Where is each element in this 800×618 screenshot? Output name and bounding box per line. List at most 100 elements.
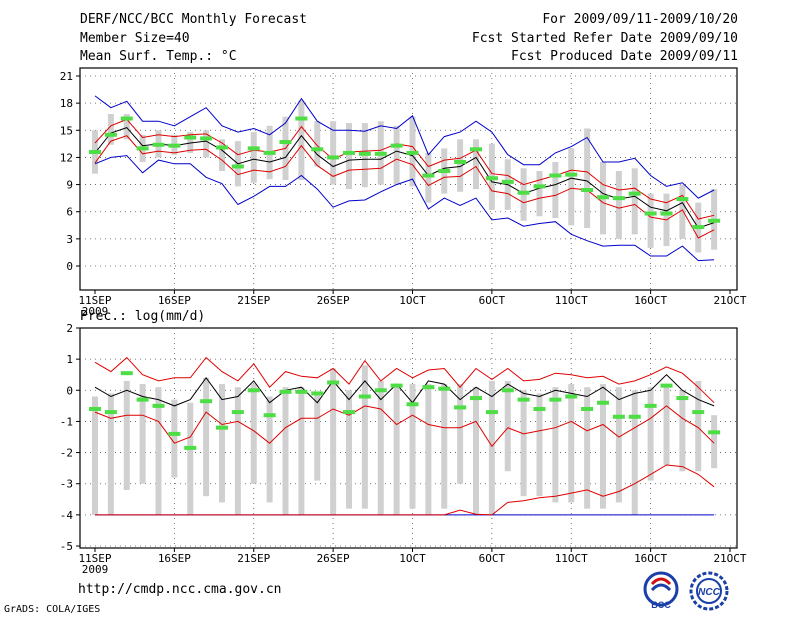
ensemble-bar — [266, 396, 273, 503]
x-tick-label: 16SEP — [158, 294, 191, 307]
ensemble-bar — [441, 384, 448, 509]
x-tick-label: 21SEP — [237, 552, 270, 565]
observation-marker — [311, 147, 324, 152]
y-tick-label: 6 — [66, 206, 73, 219]
ensemble-bar — [631, 168, 638, 235]
y-tick-label: -4 — [60, 509, 74, 522]
observation-marker — [152, 142, 165, 147]
x-tick-label: 11OCT — [555, 294, 588, 307]
ensemble-bar — [425, 384, 432, 515]
ensemble-bar — [92, 396, 98, 515]
ncc-logo-icon: NCC — [689, 571, 729, 611]
observation-marker — [644, 211, 657, 216]
ensemble-bar — [203, 377, 210, 497]
observation-marker — [406, 402, 419, 407]
observation-marker — [597, 195, 609, 200]
observation-marker — [549, 397, 562, 402]
y-tick-label: -3 — [60, 478, 73, 491]
observation-marker — [136, 397, 149, 402]
ensemble-bar — [473, 387, 479, 515]
observation-marker — [152, 403, 165, 408]
y-tick-label: -1 — [60, 415, 73, 428]
ensemble-bar — [711, 415, 718, 469]
observation-marker — [247, 146, 260, 151]
precipitation-panel: -5 -4 -3 -2 -1 0 1 2 11SEP 16SEP 21SEP 26SEP 1OCT 6OC… — [60, 309, 747, 576]
observation-marker — [692, 410, 705, 415]
observation-marker — [438, 169, 451, 173]
observation-marker — [231, 410, 244, 415]
y-tick-label: 0 — [66, 260, 73, 273]
y-tick-label: 15 — [60, 124, 73, 137]
ensemble-bar — [552, 161, 559, 219]
observation-marker — [89, 406, 101, 411]
lower-percentile-line — [94, 405, 715, 448]
ensemble-bar — [631, 390, 638, 515]
observation-marker — [597, 400, 609, 405]
observation-marker — [327, 155, 340, 160]
observation-marker — [343, 410, 355, 415]
x-tick-label: 1OCT — [399, 294, 426, 307]
ensemble-bar — [107, 114, 114, 145]
ensemble-bar — [123, 114, 130, 140]
observation-marker — [533, 184, 546, 189]
x-year-label: 2009 — [82, 305, 109, 318]
ensemble-bar — [536, 171, 543, 217]
observation-marker — [136, 146, 149, 151]
observation-marker — [406, 150, 419, 155]
ensemble-bar — [473, 139, 479, 190]
chart-title: DERF/NCC/BCC Monthly Forecast — [80, 12, 307, 27]
ensemble-bar — [314, 121, 321, 167]
observation-marker — [358, 394, 371, 399]
ensemble-bar — [346, 123, 352, 190]
observation-marker — [676, 396, 689, 401]
ensemble-bar — [330, 368, 337, 515]
ensemble-max-line — [94, 95, 715, 199]
observation-marker — [612, 414, 625, 419]
ensemble-bar — [219, 139, 225, 171]
ensemble-bar — [250, 132, 257, 183]
x-tick-label: 21OCT — [713, 552, 746, 565]
y-tick-label: 0 — [66, 384, 73, 397]
observation-marker — [295, 389, 308, 394]
ensemble-bar — [187, 402, 194, 515]
ensemble-bar — [107, 393, 114, 515]
bcc-logo-text: BCC — [651, 600, 671, 610]
observation-marker — [168, 143, 181, 148]
observation-marker — [231, 164, 244, 169]
observation-marker — [120, 116, 133, 121]
ensemble-bar — [584, 387, 591, 509]
observation-marker — [628, 414, 641, 419]
y-tick-label: 21 — [60, 70, 73, 83]
observation-marker — [279, 389, 292, 394]
ensemble-bar — [584, 128, 591, 228]
ensemble-bar — [536, 393, 543, 497]
website-url[interactable]: http://cmdp.ncc.cma.gov.cn — [78, 582, 282, 597]
member-size: Member Size=40 — [80, 31, 190, 46]
x-year-label: 2009 — [82, 563, 109, 576]
started-date: Fcst Started Refer Date 2009/09/10 — [471, 31, 738, 46]
x-tick-label: 16SEP — [158, 552, 191, 565]
ensemble-bar — [171, 399, 178, 478]
observation-marker — [295, 116, 308, 121]
observation-marker — [422, 173, 435, 178]
ensemble-bar — [457, 384, 464, 484]
observation-marker — [549, 173, 562, 178]
observation-marker — [200, 399, 213, 404]
ensemble-bar — [203, 130, 210, 158]
ensemble-bar — [361, 365, 368, 509]
upper-percentile-line — [94, 356, 715, 404]
observation-marker — [485, 410, 498, 415]
x-tick-label: 21OCT — [713, 294, 746, 307]
ensemble-bar — [139, 384, 146, 484]
ncc-logo-text: NCC — [698, 587, 720, 598]
x-tick-label: 26SEP — [317, 294, 350, 307]
ensemble-bar — [314, 393, 321, 481]
observation-marker — [517, 397, 530, 402]
observation-marker — [311, 391, 324, 396]
ensemble-bar — [250, 384, 257, 484]
ensemble-bar — [679, 184, 686, 239]
y-tick-label: -5 — [60, 540, 73, 553]
x-tick-label: 16OCT — [634, 294, 667, 307]
x-tick-label: 1OCT — [399, 552, 426, 565]
observation-marker — [184, 445, 197, 450]
